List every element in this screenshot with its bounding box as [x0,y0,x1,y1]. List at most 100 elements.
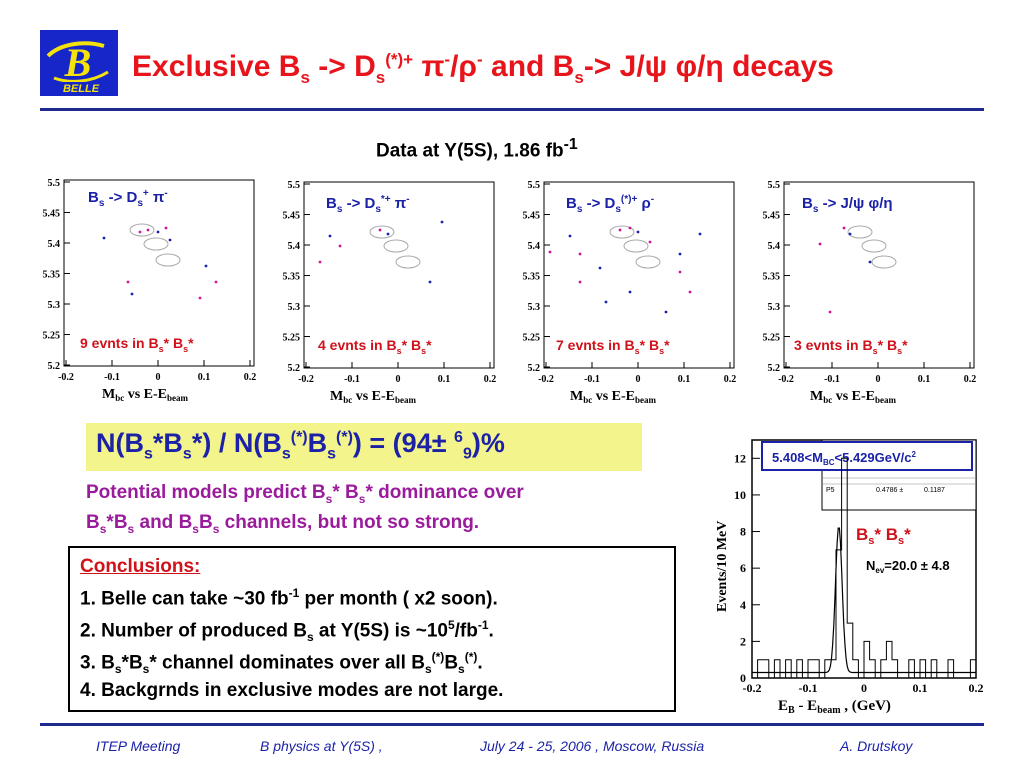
hist-x-tick: 0 [861,681,867,695]
scatter-x-tick: 0 [876,374,881,385]
scatter-frame [63,179,255,367]
scatter-panel-2: 5.5 5.45 5.4 5.35 5.3 5.25 5.2-0.2 -0.1 0 0.1 0.2 B… [283,180,497,405]
scatter-y-tick: 5.45 [523,211,541,222]
scatter-y-tick: 5.5 [768,180,781,191]
conclusion-item-3: 3. Bs*Bs* channel dominates over all Bs(… [80,650,483,677]
scatter-y-tick: 5.3 [48,300,61,311]
signal-region-ellipse [871,255,897,269]
footer-meeting: ITEP Meeting [96,738,181,754]
event-point [628,226,632,230]
hist-y-tick: 10 [734,488,746,502]
scatter-y-tick: 5.25 [43,331,61,342]
event-point [328,234,332,238]
event-point [440,220,444,224]
scatter-x-tick: 0.2 [244,372,257,383]
peak-label: Bs* Bs* [856,525,911,547]
panel-decay-label: Bs -> J/ψ φ/η [802,195,893,215]
scatter-y-tick: 5.4 [288,241,301,252]
scatter-y-tick: 5.2 [528,363,541,374]
signal-region-ellipse [847,225,873,239]
scatter-x-tick: -0.2 [778,374,794,385]
scatter-y-tick: 5.25 [283,333,301,344]
event-point [664,310,668,314]
scatter-y-tick: 5.25 [523,333,541,344]
scatter-y-tick: 5.2 [288,363,301,374]
scatter-panel-4: 5.5 5.45 5.4 5.35 5.3 5.25 5.2-0.2 -0.1 0 0.1 0.2 B… [763,180,977,405]
scatter-y-tick: 5.35 [43,270,61,281]
data-subtitle: Data at Y(5S), 1.86 fb-1 [376,136,578,162]
ratio-highlight [86,423,642,471]
conclusion-item-1: 1. Belle can take ~30 fb-1 per month ( x… [80,586,498,610]
event-point [130,292,134,296]
event-point [548,250,552,254]
event-point [828,310,832,314]
event-point [818,242,822,246]
scatter-frame [303,181,495,369]
event-point [578,252,582,256]
scatter-y-tick: 5.35 [763,272,781,283]
scatter-x-tick: -0.2 [538,374,554,385]
nev-label: Nev=20.0 ± 4.8 [866,558,950,575]
signal-region-ellipse [609,225,635,239]
hist-y-tick: 4 [740,598,746,612]
event-point [842,226,846,230]
panel-decay-label: Bs -> Ds(*)+ ρ- [566,194,654,215]
signal-region-ellipse [129,223,155,237]
scatter-x-tick: 0.2 [484,374,497,385]
signal-region-ellipse [635,255,661,269]
hist-y-tick: 6 [740,561,746,575]
hist-xlabel: EB - Ebeam , (GeV) [778,698,891,716]
event-point [378,228,382,232]
scatter-y-tick: 5.3 [528,302,541,313]
scatter-y-tick: 5.5 [288,180,301,191]
event-point [198,296,202,300]
scatter-xlabel: Mbc vs E-Ebeam [810,389,897,405]
event-point [628,290,632,294]
conclusions-box: Conclusions: 1. Belle can take ~30 fb-1 … [68,546,676,712]
event-point [156,230,160,234]
histogram-bars [752,457,977,679]
hist-y-tick: 12 [734,451,746,465]
ratio-formula: N(Bs*Bs*) / N(Bs(*)Bs(*)) = (94± 69)% [96,428,505,463]
scatter-y-tick: 5.45 [43,209,61,220]
scatter-x-tick: -0.2 [58,372,74,383]
signal-region-ellipse [383,239,409,253]
event-point [848,232,852,236]
panel-event-count: 7 evnts in Bs* Bs* [556,337,670,356]
scatter-x-tick: -0.2 [298,374,314,385]
footer-divider [40,723,984,726]
hist-y-tick: 2 [740,634,746,648]
event-point [598,266,602,270]
scatter-y-tick: 5.4 [768,241,781,252]
scatter-x-tick: 0 [156,372,161,383]
panel-event-count: 3 evnts in Bs* Bs* [794,337,908,356]
footer-author: A. Drutskoy [840,738,913,754]
hist-ylabel: Events/10 MeV [715,521,730,612]
scatter-frame [543,181,735,369]
scatter-x-tick: 0.2 [724,374,737,385]
event-point [126,280,130,284]
event-point [618,228,622,232]
event-point [578,280,582,284]
conclusion-item-4: 4. Backgrnds in exclusive modes are not … [80,680,504,701]
event-point [648,240,652,244]
scatter-x-tick: 0.1 [438,374,451,385]
stats-value-1: 0.4786 ± [876,487,903,494]
event-point [164,226,168,230]
cut-label: 5.408<MBC<5.429GeV/c2 [772,450,917,467]
panel-decay-label: Bs -> Ds+ π- [88,188,168,209]
conclusion-item-2: 2. Number of produced Bs at Y(5S) is ~10… [80,618,494,645]
scatter-x-tick: -0.1 [104,372,120,383]
hist-y-tick: 0 [740,671,746,685]
signal-region-ellipse [155,253,181,267]
belle-logo: B BELLE [40,30,118,96]
panel-event-count: 9 evnts in Bs* Bs* [80,335,194,354]
scatter-y-tick: 5.35 [523,272,541,283]
event-point [338,244,342,248]
event-point [678,270,682,274]
belle-logo-graphic: B BELLE [46,40,109,95]
event-point [204,264,208,268]
hist-x-tick: -0.1 [799,681,818,695]
scatter-y-tick: 5.2 [48,361,61,372]
scatter-xlabel: Mbc vs E-Ebeam [570,389,657,405]
